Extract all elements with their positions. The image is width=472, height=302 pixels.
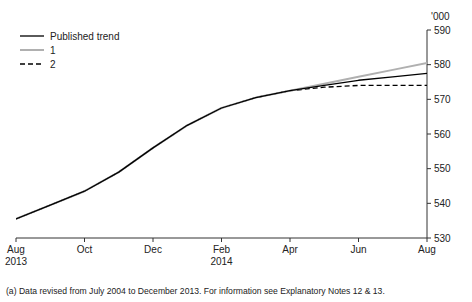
x-tick-label: Feb2014 (210, 244, 233, 267)
x-tick-label-line: 2014 (210, 256, 233, 267)
y-tick (427, 168, 431, 169)
x-tick-label-line: Oct (77, 244, 93, 255)
y-tick-label: 560 (434, 129, 451, 140)
series-line (16, 85, 427, 218)
y-tick (427, 134, 431, 135)
x-tick (153, 238, 154, 242)
x-tick (290, 238, 291, 242)
x-tick-label-line: Aug (7, 244, 25, 255)
legend-swatch (20, 35, 44, 36)
x-tick-label-line: Dec (144, 244, 162, 255)
y-tick (427, 30, 431, 31)
x-tick-label-line: 2013 (5, 256, 28, 267)
x-tick-label-line: Jun (350, 244, 366, 255)
legend-label: Published trend (50, 31, 120, 42)
x-tick (16, 238, 17, 242)
x-tick-label: Dec (144, 244, 162, 255)
footnote: (a) Data revised from July 2004 to Decem… (6, 286, 385, 296)
legend-label: 2 (50, 59, 56, 70)
y-axis-label: '000 (431, 11, 450, 22)
legend: Published trend 1 2 (20, 31, 120, 70)
y-tick (427, 99, 431, 100)
y-tick (427, 238, 431, 239)
x-tick-label: Apr (282, 244, 298, 255)
legend-label: 1 (50, 45, 56, 56)
y-tick-label: 550 (434, 163, 451, 174)
y-tick (427, 64, 431, 65)
y-tick (427, 203, 431, 204)
y-tick-label: 540 (434, 198, 451, 209)
x-tick (84, 238, 85, 242)
y-tick-label: 530 (434, 233, 451, 244)
x-tick-label: Aug (418, 244, 436, 255)
legend-swatch (20, 63, 44, 64)
plot-area (16, 63, 427, 219)
y-tick-label: 580 (434, 59, 451, 70)
legend-swatch (20, 49, 44, 51)
x-tick-label: Aug2013 (5, 244, 28, 267)
x-tick-label-line: Aug (418, 244, 436, 255)
x-tick-label-line: Apr (282, 244, 298, 255)
x-tick (221, 238, 222, 242)
x-tick-label-line: Feb (213, 244, 231, 255)
x-tick-label: Oct (77, 244, 93, 255)
x-tick-label: Jun (350, 244, 366, 255)
series-line (16, 63, 427, 219)
x-tick (358, 238, 359, 242)
y-tick-label: 590 (434, 25, 451, 36)
x-tick (427, 238, 428, 242)
y-tick-label: 570 (434, 94, 451, 105)
chart: 530540550560570580590'000Aug2013OctDecFe… (0, 0, 472, 302)
series-line (16, 73, 427, 219)
